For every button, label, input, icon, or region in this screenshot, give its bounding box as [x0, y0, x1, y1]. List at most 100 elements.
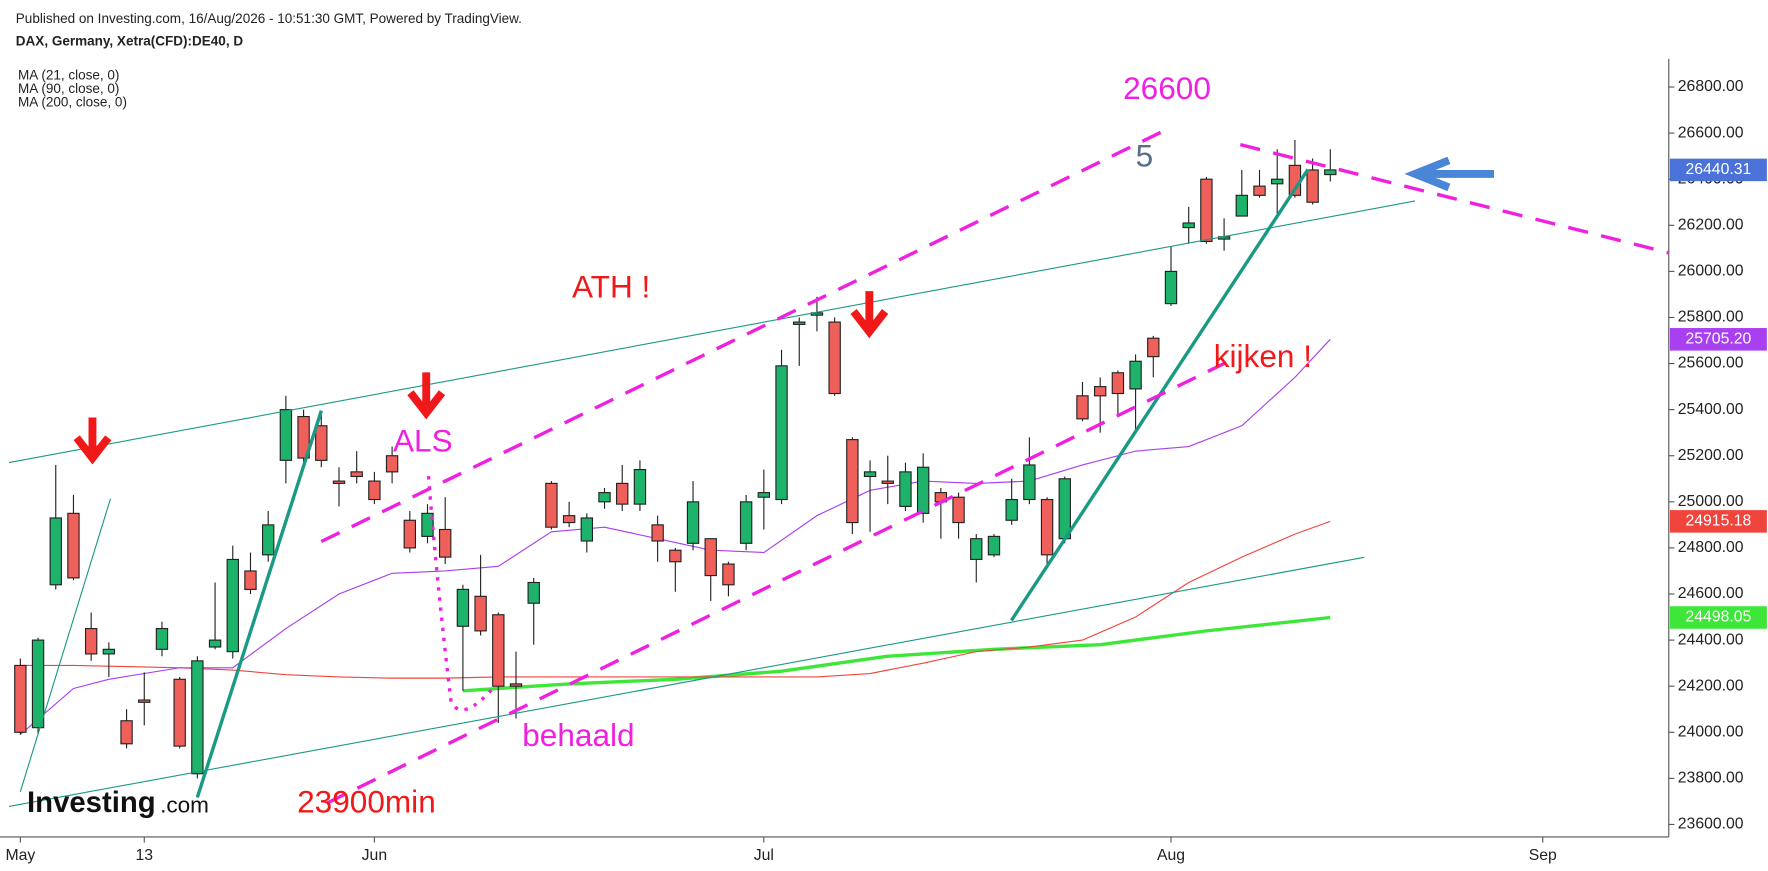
candle-body	[828, 321, 841, 395]
drawings	[8, 125, 1670, 808]
candle-body	[686, 501, 700, 544]
candle-body	[598, 492, 611, 503]
candle-body	[261, 524, 275, 556]
candle-body	[14, 664, 27, 733]
candle-body	[1147, 337, 1160, 358]
down-arrow	[407, 372, 446, 420]
candle-body	[952, 496, 965, 524]
y-tick-label: 23800.00	[1678, 770, 1744, 787]
y-tick-label: 24200.00	[1678, 677, 1744, 694]
candle-body	[120, 720, 133, 745]
candle-body	[527, 581, 540, 604]
candle-body	[863, 471, 877, 478]
y-tick-label: 24400.00	[1678, 631, 1744, 648]
y-tick-label: 26800.00	[1678, 78, 1744, 95]
y-tick-label: 26200.00	[1678, 216, 1744, 233]
annotation: ATH !	[572, 268, 650, 304]
source-note: Published on Investing.com, 16/Aug/2026 …	[16, 11, 522, 26]
y-tick-label: 24000.00	[1678, 723, 1744, 740]
price-tag-label: 24915.18	[1686, 513, 1752, 530]
channel-line	[320, 125, 1174, 544]
x-tick-label: 13	[135, 847, 153, 864]
price-tag-label: 25705.20	[1686, 330, 1752, 347]
candle-body	[757, 492, 771, 498]
candle-body	[580, 517, 594, 542]
trend-line	[8, 556, 1365, 808]
candle-body	[1271, 178, 1284, 185]
resistance-line	[1239, 142, 1670, 255]
candle-body	[1200, 178, 1213, 242]
candle-body	[244, 570, 257, 590]
candle-body	[987, 535, 1001, 556]
x-tick-label: Jun	[362, 847, 387, 864]
candle-body	[350, 471, 363, 478]
legend-entry: MA (21, close, 0)	[18, 67, 119, 82]
candle-body	[1040, 498, 1054, 556]
y-tick-label: 25600.00	[1678, 355, 1744, 372]
logo-text: Investing	[27, 786, 156, 819]
x-tick-label: Sep	[1529, 847, 1557, 864]
logo-suffix: .com	[160, 792, 209, 817]
candle-body	[545, 482, 558, 528]
price-tag	[1669, 328, 1767, 351]
candle-body	[704, 538, 717, 577]
candle-body	[31, 639, 45, 729]
annotation: behaald	[522, 717, 634, 753]
price-tag	[1669, 606, 1767, 629]
candle-body	[616, 482, 629, 505]
candle-body	[1093, 386, 1107, 397]
candle-body	[155, 628, 169, 650]
chart-title: DAX, Germany, Xetra(CFD):DE40, D	[16, 34, 244, 49]
candle-body	[1111, 372, 1125, 395]
candle-body	[226, 558, 239, 653]
candle-body	[279, 409, 293, 461]
candle-body	[1076, 395, 1089, 420]
candle-body	[651, 524, 664, 542]
annotation: kijken !	[1214, 338, 1312, 374]
candle-body	[315, 425, 328, 461]
candle-body	[509, 683, 523, 687]
logo: Investing .com	[27, 786, 209, 819]
candle-body	[49, 517, 62, 586]
price-tag	[1669, 510, 1767, 533]
candle-body	[1182, 222, 1195, 229]
annotation: 26600	[1123, 70, 1211, 106]
candle-body	[368, 480, 381, 501]
y-tick-label: 24600.00	[1678, 585, 1744, 602]
y-tick-label: 25200.00	[1678, 447, 1744, 464]
price-tag-label: 26440.31	[1686, 161, 1752, 178]
moving-average	[462, 615, 1331, 693]
down-arrow	[850, 291, 889, 339]
legend-entry: MA (90, close, 0)	[18, 81, 119, 96]
x-tick-label: Aug	[1157, 847, 1185, 864]
y-tick-label: 26600.00	[1678, 124, 1744, 141]
candle-body	[562, 515, 576, 524]
candle-body	[1129, 360, 1142, 390]
y-tick-label: 25800.00	[1678, 309, 1744, 326]
candle-body	[1005, 498, 1018, 521]
y-tick-label: 23600.00	[1678, 816, 1744, 833]
candle-body	[810, 312, 824, 316]
trend-line	[195, 410, 323, 798]
candle-body	[385, 455, 399, 473]
candle-body	[67, 512, 80, 579]
candle-body	[138, 699, 151, 703]
down-arrow	[73, 417, 112, 465]
y-tick-label: 25400.00	[1678, 401, 1744, 418]
candle-body	[669, 549, 682, 563]
x-tick-label: May	[5, 847, 35, 864]
candle-body	[1306, 169, 1319, 203]
trend-line	[8, 200, 1416, 464]
y-tick-label: 24800.00	[1678, 539, 1744, 556]
candle-body	[84, 628, 98, 655]
candle-body	[722, 563, 735, 586]
candle-body	[474, 595, 487, 632]
trend-line	[19, 498, 112, 792]
annotation: ALS	[393, 423, 453, 459]
annotation: 23900min	[297, 784, 436, 820]
candle-body	[970, 538, 983, 561]
y-tick-label: 26000.00	[1678, 263, 1744, 280]
